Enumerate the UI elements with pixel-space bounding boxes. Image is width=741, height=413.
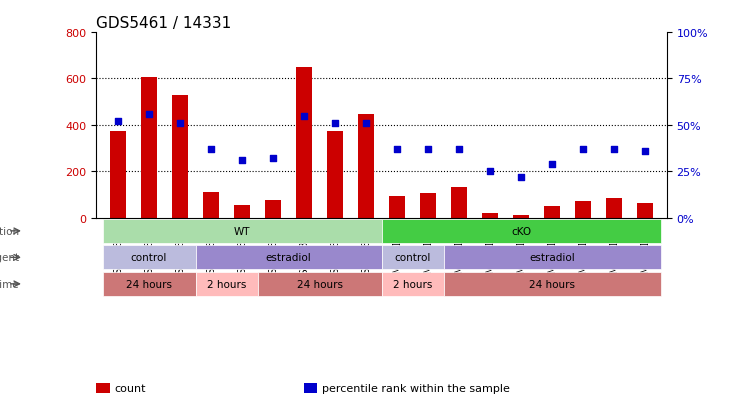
- Point: [360, 121, 372, 127]
- Bar: [234, 205, 250, 218]
- FancyBboxPatch shape: [382, 219, 661, 243]
- Bar: [545, 206, 560, 218]
- Point: [143, 111, 155, 118]
- Text: estradiol: estradiol: [529, 253, 575, 263]
- Point: [453, 146, 465, 153]
- Text: 24 hours: 24 hours: [126, 279, 172, 289]
- FancyBboxPatch shape: [102, 219, 382, 243]
- Bar: [482, 214, 498, 218]
- FancyBboxPatch shape: [444, 272, 661, 296]
- Text: 2 hours: 2 hours: [207, 279, 246, 289]
- Point: [298, 113, 310, 120]
- FancyBboxPatch shape: [196, 272, 258, 296]
- Bar: [296, 68, 312, 218]
- Point: [174, 121, 186, 127]
- Point: [112, 119, 124, 125]
- FancyBboxPatch shape: [444, 246, 661, 270]
- Point: [608, 146, 620, 153]
- Bar: [173, 95, 187, 218]
- Bar: [451, 188, 467, 218]
- Point: [236, 157, 248, 164]
- Point: [422, 146, 434, 153]
- Point: [329, 121, 341, 127]
- Bar: [576, 202, 591, 218]
- Text: cKO: cKO: [511, 226, 531, 236]
- Bar: [359, 115, 374, 218]
- Bar: [265, 201, 281, 218]
- Text: 24 hours: 24 hours: [296, 279, 342, 289]
- Text: time: time: [0, 279, 22, 289]
- Bar: [637, 203, 653, 218]
- Bar: [110, 131, 126, 218]
- Point: [577, 146, 589, 153]
- Text: GDS5461 / 14331: GDS5461 / 14331: [96, 16, 232, 31]
- Text: percentile rank within the sample: percentile rank within the sample: [322, 383, 510, 393]
- Text: estradiol: estradiol: [266, 253, 311, 263]
- Bar: [606, 198, 622, 218]
- Text: control: control: [131, 253, 167, 263]
- Text: 2 hours: 2 hours: [393, 279, 432, 289]
- Point: [515, 174, 527, 180]
- Text: genotype/variation: genotype/variation: [0, 226, 22, 236]
- FancyBboxPatch shape: [258, 272, 382, 296]
- Bar: [142, 78, 157, 218]
- FancyBboxPatch shape: [102, 246, 196, 270]
- Bar: [389, 196, 405, 218]
- Point: [484, 169, 496, 175]
- Text: WT: WT: [234, 226, 250, 236]
- Point: [205, 146, 217, 153]
- Bar: [514, 216, 529, 218]
- Text: agent: agent: [0, 253, 22, 263]
- Bar: [203, 192, 219, 218]
- Point: [639, 148, 651, 155]
- Text: count: count: [114, 383, 146, 393]
- Bar: [420, 194, 436, 218]
- FancyBboxPatch shape: [196, 246, 382, 270]
- FancyBboxPatch shape: [102, 272, 196, 296]
- Bar: [328, 131, 343, 218]
- Point: [546, 161, 558, 168]
- Text: control: control: [394, 253, 431, 263]
- FancyBboxPatch shape: [382, 272, 444, 296]
- Point: [391, 146, 403, 153]
- Point: [268, 156, 279, 162]
- Text: 24 hours: 24 hours: [529, 279, 575, 289]
- FancyBboxPatch shape: [382, 246, 444, 270]
